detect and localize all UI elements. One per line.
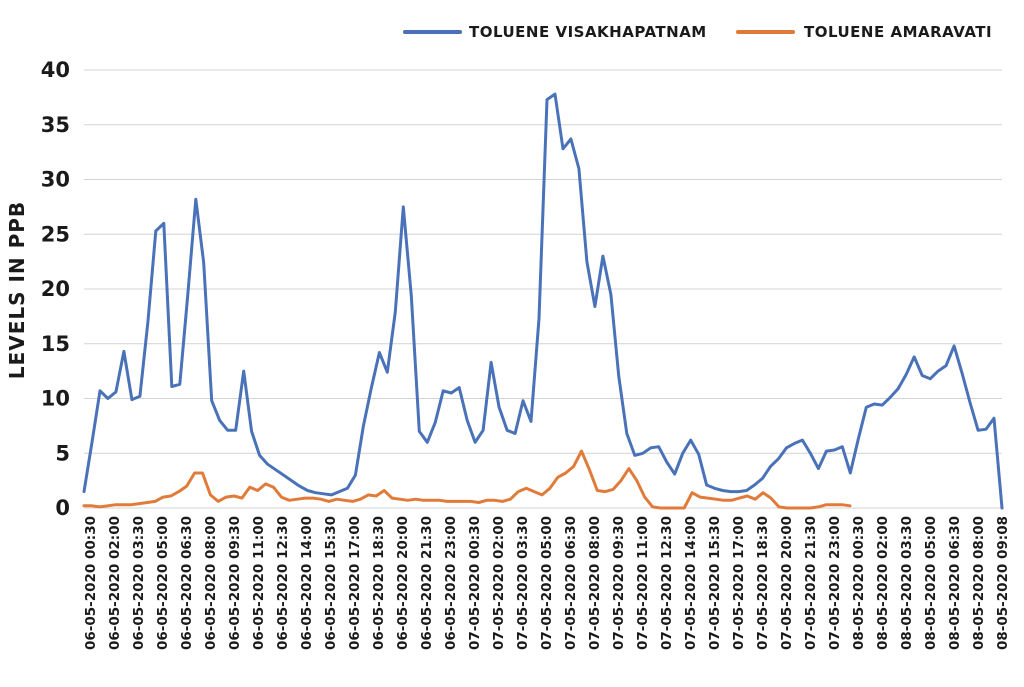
y-tick-label: 20 <box>41 277 70 301</box>
x-tick-label: 07-05-2020 09:30 <box>611 516 627 650</box>
x-axis-ticks: 06-05-2020 00:30 06-05-2020 02:00 06-05-20… <box>83 516 1011 650</box>
x-tick-label: 06-05-2020 06:30 <box>179 516 195 650</box>
x-tick-label: 07-05-2020 03:30 <box>515 516 531 650</box>
grid-lines <box>84 69 1002 509</box>
x-tick-label: 07-05-2020 15:30 <box>707 516 723 650</box>
x-tick-label: 08-05-2020 05:00 <box>923 516 939 650</box>
x-tick-label: 07-05-2020 21:30 <box>803 516 819 650</box>
x-tick-label: 07-05-2020 06:30 <box>563 516 579 650</box>
y-tick-label: 30 <box>41 168 70 192</box>
series-lines <box>82 92 1004 510</box>
x-tick-label: 06-05-2020 17:00 <box>347 516 363 650</box>
y-tick-label: 0 <box>55 496 70 520</box>
x-tick-label: 07-05-2020 00:30 <box>467 516 483 650</box>
y-axis-ticks: 0 5 10 15 20 25 30 35 40 <box>41 58 70 520</box>
x-tick-label: 08-05-2020 00:30 <box>851 516 867 650</box>
legend-label-visakhapatnam: TOLUENE VISAKHAPATNAM <box>469 23 707 41</box>
x-tick-label: 07-05-2020 11:00 <box>635 516 651 650</box>
y-axis-label: LEVELS IN PPB <box>5 201 29 379</box>
x-tick-label: 08-05-2020 02:00 <box>875 516 891 650</box>
x-tick-label: 07-05-2020 08:00 <box>587 516 603 650</box>
x-tick-label: 07-05-2020 17:00 <box>731 516 747 650</box>
x-tick-label: 06-05-2020 12:30 <box>275 516 291 650</box>
x-tick-label: 07-05-2020 02:00 <box>491 516 507 650</box>
x-tick-label: 06-05-2020 02:00 <box>107 516 123 650</box>
x-tick-label: 08-05-2020 08:00 <box>971 516 987 650</box>
legend-label-amaravati: TOLUENE AMARAVATI <box>804 23 992 41</box>
x-tick-label: 06-05-2020 09:30 <box>227 516 243 650</box>
y-tick-label: 5 <box>55 441 70 465</box>
x-tick-label: 07-05-2020 23:00 <box>827 516 843 650</box>
y-tick-label: 25 <box>41 222 70 246</box>
x-tick-label: 07-05-2020 18:30 <box>755 516 771 650</box>
x-tick-label: 06-05-2020 18:30 <box>371 516 387 650</box>
x-tick-label: 08-05-2020 06:30 <box>947 516 963 650</box>
legend: TOLUENE VISAKHAPATNAM TOLUENE AMARAVATI <box>403 23 992 41</box>
y-tick-label: 35 <box>41 113 70 137</box>
series-line-amaravati <box>82 449 852 510</box>
x-tick-label: 08-05-2020 09:08 <box>995 516 1011 650</box>
y-tick-label: 15 <box>41 332 70 356</box>
x-tick-label: 06-05-2020 20:00 <box>395 516 411 650</box>
x-tick-label: 06-05-2020 03:30 <box>131 516 147 650</box>
x-tick-label: 07-05-2020 05:00 <box>539 516 555 650</box>
x-tick-label: 06-05-2020 11:00 <box>251 516 267 650</box>
series-line-visakhapatnam <box>82 92 1004 510</box>
x-tick-label: 06-05-2020 23:00 <box>443 516 459 650</box>
x-tick-label: 07-05-2020 20:00 <box>779 516 795 650</box>
x-tick-label: 06-05-2020 05:00 <box>155 516 171 650</box>
y-tick-label: 40 <box>41 58 70 82</box>
x-tick-label: 07-05-2020 12:30 <box>659 516 675 650</box>
x-tick-label: 07-05-2020 14:00 <box>683 516 699 650</box>
x-tick-label: 06-05-2020 08:00 <box>203 516 219 650</box>
x-tick-label: 06-05-2020 14:00 <box>299 516 315 650</box>
y-tick-label: 10 <box>41 387 70 411</box>
x-tick-label: 08-05-2020 03:30 <box>899 516 915 650</box>
x-tick-label: 06-05-2020 21:30 <box>419 516 435 650</box>
x-tick-label: 06-05-2020 15:30 <box>323 516 339 650</box>
x-tick-label: 06-05-2020 00:30 <box>83 516 99 650</box>
